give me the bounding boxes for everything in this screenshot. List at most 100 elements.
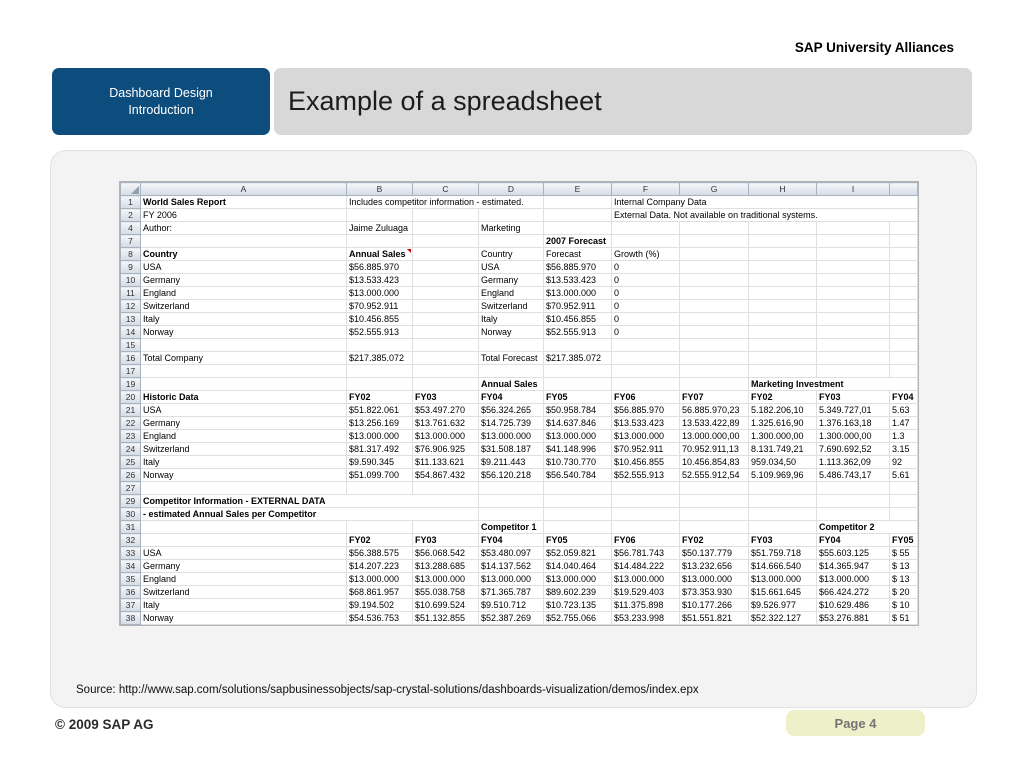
cell: $51.551.821 [679,611,749,625]
cell-value: 10.723.135 [551,600,597,610]
cell-value: 73.353.930 [687,587,733,597]
currency-symbol: $ [751,587,757,597]
cell: $19.529.403 [611,585,680,599]
cell: FY02 [346,533,413,547]
cell [140,338,347,352]
cell [889,260,918,274]
currency-symbol: $ [481,587,487,597]
cell: USA [140,260,347,274]
cell-value: 13.000.000 [756,574,802,584]
content-panel: A B C D E F G H I 1 World Sales Report Includes com… [50,150,977,708]
currency-symbol: $ [614,574,620,584]
cell-value: 13.000.000 [687,574,733,584]
cell: Germany [140,416,347,430]
row-header: 14 [120,325,141,339]
cell: 5.486.743,17 [816,468,890,482]
cell: FY03 [412,533,479,547]
copyright-text: © 2009 SAP AG [55,717,154,732]
cell: $13.000.000 [816,572,890,586]
cell: $10.730.770 [543,455,612,469]
cell [679,507,749,521]
cell: $ 13 [889,572,918,586]
currency-symbol: $ [349,470,355,480]
cell: $13.761.632 [412,416,479,430]
cell: Country [478,247,544,261]
row-header: 34 [120,559,141,573]
currency-symbol: $ [349,301,355,311]
cell: $10.629.486 [816,598,890,612]
cell [748,286,817,300]
sheet-row: 16 Total Company $217.385.072 Total Forecas… [120,351,918,365]
cell-value: 10.629.486 [824,600,870,610]
cell: $ 55 [889,546,918,560]
sheet-row: 11 England $13.000.000 England $13.000.000 0 [120,286,918,300]
currency-symbol: $ [349,457,355,467]
cell: $13.533.423 [346,273,413,287]
cell: 8.131.749,21 [748,442,817,456]
cell [412,247,479,261]
cell [889,338,918,352]
row-header: 29 [120,494,141,508]
currency-symbol: $ [481,574,487,584]
cell-value: 13.000.000 [551,431,597,441]
cell-value: 9.526.977 [756,600,797,610]
column-header: F [611,182,680,196]
cell-value: 10.456.855 [354,314,400,324]
sheet-row: 1 World Sales Report Includes competitor i… [120,195,918,209]
cell [679,494,749,508]
cell [816,325,890,339]
sheet-row: 15 [120,338,918,352]
cell: $56.540.784 [543,468,612,482]
currency-symbol: $ [614,470,620,480]
row-header: 12 [120,299,141,313]
cell [748,507,817,521]
cell: $51.132.855 [412,611,479,625]
cell [679,377,749,391]
cell: Switzerland [140,299,347,313]
cell: $56.120.218 [478,468,544,482]
cell [889,312,918,326]
cell-value: 54.867.432 [420,470,466,480]
cell [889,507,918,521]
cell [748,260,817,274]
cell: $50.958.784 [543,403,612,417]
column-header: C [412,182,479,196]
currency-symbol: $ [751,561,757,571]
cell: Germany [478,273,544,287]
cell: $51.099.700 [346,468,413,482]
cell: Forecast [543,247,612,261]
cell-value: 53.233.998 [619,613,665,623]
cell-value: 9.211.443 [486,457,526,467]
cell [816,234,890,248]
cell: $14.484.222 [611,559,680,573]
cell: $81.317.492 [346,442,413,456]
currency-symbol: $ [481,600,487,610]
cell-value: 51.132.855 [420,613,466,623]
select-all-corner [120,182,141,196]
cell: $14.040.464 [543,559,612,573]
cell-value: 9.590.345 [354,457,395,467]
cell: 56.885.970,23 [679,403,749,417]
cell-value: 13.000.000 [619,574,665,584]
cell-value: 10.730.770 [551,457,597,467]
cell: FY02 [679,533,749,547]
cell: FY02 [748,390,817,404]
cell: 10.456.854,83 [679,455,749,469]
cell [478,481,544,495]
row-header: 23 [120,429,141,443]
cell-value: 13.000.000 [486,574,532,584]
cell [478,338,544,352]
cell: $9.590.345 [346,455,413,469]
cell: $68.861.957 [346,585,413,599]
cell [889,494,918,508]
cell: 5.61 [889,468,918,482]
cell [412,208,479,222]
currency-symbol: $ [546,418,552,428]
cell: $54.536.753 [346,611,413,625]
cell: $89.602.239 [543,585,612,599]
currency-symbol: $ [481,431,487,441]
cell: $66.424.272 [816,585,890,599]
cell-value: 13.288.685 [420,561,466,571]
cell: FY04 [478,533,544,547]
row-header: 15 [120,338,141,352]
